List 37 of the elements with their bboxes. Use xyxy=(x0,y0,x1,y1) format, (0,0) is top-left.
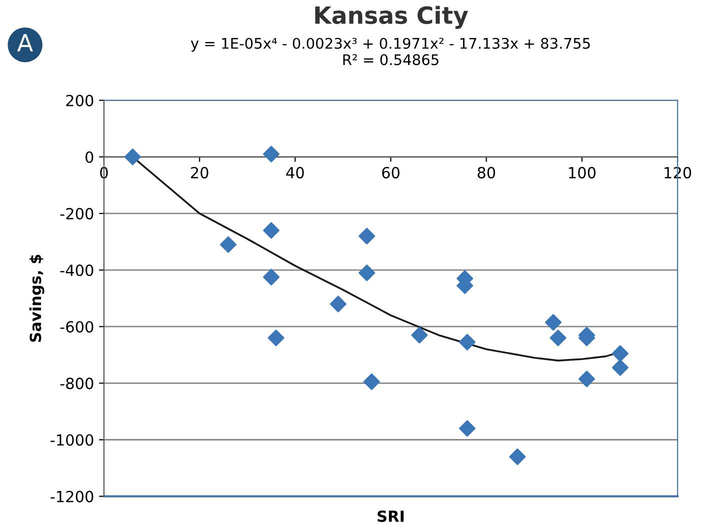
y-tick-label: -200 xyxy=(60,208,94,220)
x-tick-label: 60 xyxy=(382,166,400,178)
point xyxy=(358,264,376,282)
y-tick-label: -600 xyxy=(60,321,94,333)
point xyxy=(458,334,476,350)
x-tick-label: 40 xyxy=(286,166,304,178)
point xyxy=(578,370,596,388)
x-tick-label: 100 xyxy=(569,166,596,178)
point xyxy=(363,373,380,390)
point xyxy=(220,236,237,253)
x-axis-title: SRI xyxy=(378,510,404,522)
point xyxy=(268,330,284,346)
point xyxy=(612,359,629,376)
point xyxy=(544,314,562,331)
point xyxy=(458,420,476,437)
point xyxy=(411,326,428,344)
y-tick-label: -400 xyxy=(60,264,94,276)
chart-title: Kansas City xyxy=(315,6,468,29)
point xyxy=(612,345,629,362)
text: A xyxy=(17,34,33,52)
point xyxy=(262,222,280,239)
x-tick-label: 20 xyxy=(190,166,208,178)
y-axis-title: Savings, $ xyxy=(29,254,44,342)
x-tick-label: 80 xyxy=(478,166,496,178)
point xyxy=(330,296,346,312)
point xyxy=(262,146,280,162)
y-tick-label: -1200 xyxy=(50,490,94,502)
point xyxy=(509,448,526,466)
point xyxy=(124,148,141,166)
point xyxy=(550,330,566,346)
chart-subtitle: y = 1E-05x⁴ - 0.0023x³ + 0.1971x² - 17.133x + 83.755 R² = 0.54865 xyxy=(190,38,590,66)
point xyxy=(358,228,376,244)
y-tick-label: 0 xyxy=(86,151,94,163)
y-tick-label: 200 xyxy=(66,94,94,106)
y-tick-label: -800 xyxy=(60,378,94,390)
y-tick-label: -1000 xyxy=(50,434,94,446)
point xyxy=(262,268,280,286)
